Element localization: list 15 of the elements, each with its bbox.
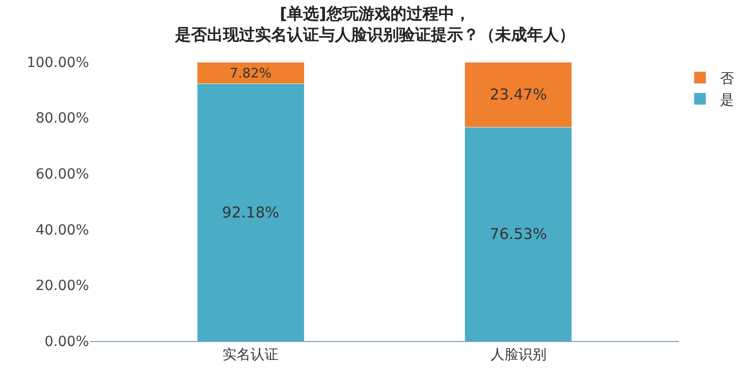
x-tick-label: 人脸识别 — [490, 346, 546, 363]
y-tick-label: 60.00% — [36, 166, 89, 182]
y-tick-label: 20.00% — [36, 278, 89, 294]
y-tick-label: 40.00% — [36, 222, 89, 238]
data-label: 23.47% — [490, 86, 547, 104]
data-label: 92.18% — [222, 203, 280, 222]
legend-label: 否 — [720, 71, 734, 88]
data-label: 76.53% — [490, 225, 547, 244]
chart-title: [单选]您玩游戏的过程中，是否出现过实名认证与人脸识别验证提示？（未成年人） — [174, 4, 575, 44]
y-tick-label: 80.00% — [36, 110, 89, 127]
data-label: 7.82% — [230, 66, 272, 82]
legend-label: 是 — [720, 92, 734, 108]
y-tick-label: 100.00% — [26, 54, 89, 71]
y-tick-label: 0.00% — [44, 334, 89, 350]
x-tick-label: 实名认证 — [222, 346, 279, 363]
